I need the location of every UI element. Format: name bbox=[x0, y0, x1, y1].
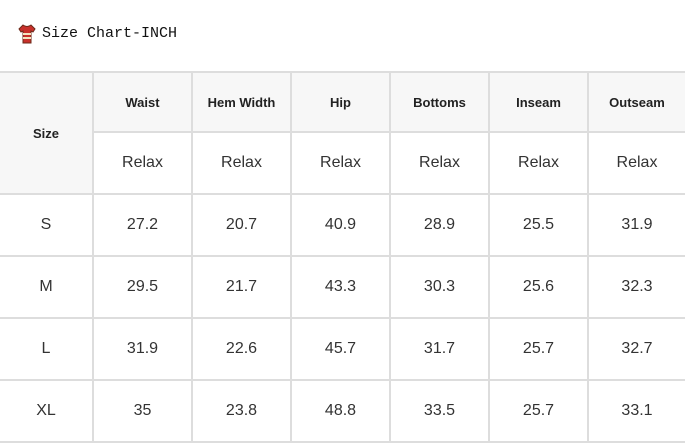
measurement: 31.9 bbox=[94, 319, 193, 381]
fit-label: Relax bbox=[94, 133, 193, 195]
measurement: 27.2 bbox=[94, 195, 193, 257]
measurement: 25.6 bbox=[490, 257, 589, 319]
measurement: 31.7 bbox=[391, 319, 490, 381]
fit-label: Relax bbox=[589, 133, 685, 195]
measurement: 33.1 bbox=[589, 381, 685, 443]
measurement: 32.7 bbox=[589, 319, 685, 381]
size-label: XL bbox=[0, 381, 94, 443]
size-label: S bbox=[0, 195, 94, 257]
size-label: L bbox=[0, 319, 94, 381]
measurement: 31.9 bbox=[589, 195, 685, 257]
measurement: 29.5 bbox=[94, 257, 193, 319]
measurement: 30.3 bbox=[391, 257, 490, 319]
measurement: 35 bbox=[94, 381, 193, 443]
title: Size Chart-INCH bbox=[42, 25, 178, 42]
column-header: Outseam bbox=[589, 71, 685, 133]
shirt-icon bbox=[18, 24, 36, 44]
column-header: Waist bbox=[94, 71, 193, 133]
column-header: Hip bbox=[292, 71, 391, 133]
measurement: 28.9 bbox=[391, 195, 490, 257]
measurement: 32.3 bbox=[589, 257, 685, 319]
measurement: 43.3 bbox=[292, 257, 391, 319]
measurement: 45.7 bbox=[292, 319, 391, 381]
measurement: 25.7 bbox=[490, 319, 589, 381]
fit-label: Relax bbox=[490, 133, 589, 195]
measurement: 40.9 bbox=[292, 195, 391, 257]
measurement: 21.7 bbox=[193, 257, 292, 319]
measurement: 48.8 bbox=[292, 381, 391, 443]
corner-header: Size bbox=[0, 71, 94, 195]
measurement: 20.7 bbox=[193, 195, 292, 257]
measurement: 25.7 bbox=[490, 381, 589, 443]
column-header: Hem Width bbox=[193, 71, 292, 133]
column-header: Inseam bbox=[490, 71, 589, 133]
measurement: 33.5 bbox=[391, 381, 490, 443]
column-header: Bottoms bbox=[391, 71, 490, 133]
measurement: 22.6 bbox=[193, 319, 292, 381]
fit-label: Relax bbox=[193, 133, 292, 195]
measurement: 25.5 bbox=[490, 195, 589, 257]
fit-label: Relax bbox=[292, 133, 391, 195]
size-label: M bbox=[0, 257, 94, 319]
fit-label: Relax bbox=[391, 133, 490, 195]
measurement: 23.8 bbox=[193, 381, 292, 443]
